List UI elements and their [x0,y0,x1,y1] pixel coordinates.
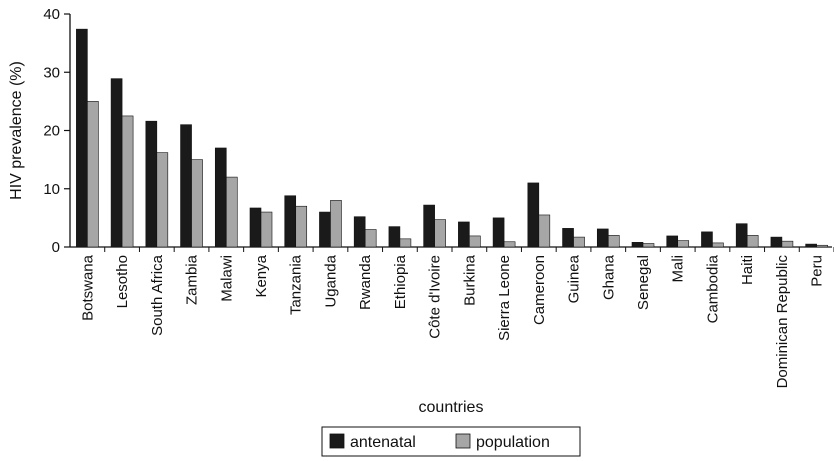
bar-population-mali [677,240,690,248]
y-tick-label-40: 40 [43,6,60,23]
x-tick-label-cameroon: Cameroon [531,255,548,325]
legend-box [321,426,581,457]
bar-antenatal-haiti [735,223,748,248]
x-tick-label-lesotho: Lesotho [114,255,131,308]
bar-antenatal-uganda [319,211,331,248]
x-tick-label-south-africa: South Africa [149,254,166,336]
bar-antenatal-tanzania [284,195,297,248]
bar-population-cote-d-ivoire [434,219,446,248]
bar-antenatal-zambia [180,124,192,248]
bar-antenatal-kenya [249,207,262,248]
bar-population-kenya [260,211,273,248]
bar-antenatal-peru [805,243,817,248]
bar-population-senegal [642,243,655,248]
bar-population-malawi [225,176,238,248]
x-tick-label-dominican-republic: Dominican Republic [774,255,791,389]
x-tick-label-haiti: Haiti [739,255,756,285]
x-tick-label-kenya: Kenya [253,254,270,297]
bar-population-sierra-leone [503,241,516,248]
y-tick-label-30: 30 [43,64,60,81]
bar-antenatal-ethiopia [388,226,401,248]
x-tick-label-uganda: Uganda [322,254,339,307]
x-tick-label-rwanda: Rwanda [357,254,374,310]
x-tick-label-cote-d-ivoire: Côte d'Ivoire [427,255,444,339]
legend-label-antenatal: antenatal [350,434,416,451]
bar-antenatal-mali [666,235,679,248]
bar-population-peru [816,244,828,248]
x-tick-label-malawi: Malawi [218,255,235,302]
x-tick-label-zambia: Zambia [184,254,201,305]
bar-population-guinea [573,236,585,248]
x-labels: Botswana Lesotho South Africa Zambia Malawi K… [79,254,825,388]
bar-antenatal-botswana [76,28,88,248]
y-tick-label-10: 10 [43,181,60,198]
x-tick-label-peru: Peru [809,255,826,287]
x-tick-label-mali: Mali [670,255,687,283]
bar-population-botswana [87,101,99,248]
bar-population-tanzania [295,205,308,248]
bar-population-haiti [746,235,759,248]
x-tick-label-ghana: Ghana [600,254,617,300]
bar-population-zambia [191,159,203,248]
bars [76,28,834,252]
y-ticks: 0 10 20 30 40 [43,6,70,256]
legend-label-population: population [476,434,550,451]
bar-population-dominican-republic [781,240,794,248]
bar-antenatal-guinea [562,228,574,248]
x-tick-label-botswana: Botswana [79,254,96,321]
x-axis-title: countries [419,399,484,416]
bar-antenatal-south-africa [145,120,158,248]
bar-population-burkina [469,235,481,248]
bar-antenatal-malawi [214,147,227,248]
legend-swatch-antenatal [329,433,345,449]
bar-population-rwanda [364,229,377,248]
bar-antenatal-burkina [458,221,470,248]
y-axis-title: HIV prevalence (%) [8,61,25,200]
bar-population-uganda [330,200,342,248]
bar-antenatal-senegal [631,242,644,248]
x-tick-label-cambodia: Cambodia [704,254,721,323]
x-tick-label-ethiopia: Ethiopia [392,254,409,309]
bar-antenatal-cambodia [701,231,713,248]
bar-antenatal-cameroon [527,182,540,248]
y-tick-label-0: 0 [52,239,60,256]
legend-swatch-population [455,433,471,449]
bar-population-lesotho [121,115,134,248]
x-tick-label-tanzania: Tanzania [288,254,305,315]
bar-population-ethiopia [399,238,412,248]
x-tick-label-senegal: Senegal [635,255,652,310]
bar-antenatal-lesotho [110,78,123,248]
x-tick-label-sierra-leone: Sierra Leone [496,255,513,341]
legend: antenatal population [321,426,581,457]
bar-antenatal-rwanda [353,216,366,248]
bar-population-cambodia [712,242,724,248]
x-tick-label-burkina: Burkina [461,254,478,306]
y-tick-label-20: 20 [43,123,60,140]
bar-antenatal-dominican-republic [770,236,783,248]
bar-antenatal-sierra-leone [492,217,505,248]
bar-population-south-africa [156,152,169,248]
bar-population-ghana [607,235,620,248]
bar-population-cameroon [538,214,551,248]
bar-antenatal-cote-d-ivoire [423,204,435,248]
bar-antenatal-ghana [596,228,609,248]
x-tick-label-guinea: Guinea [566,254,583,303]
